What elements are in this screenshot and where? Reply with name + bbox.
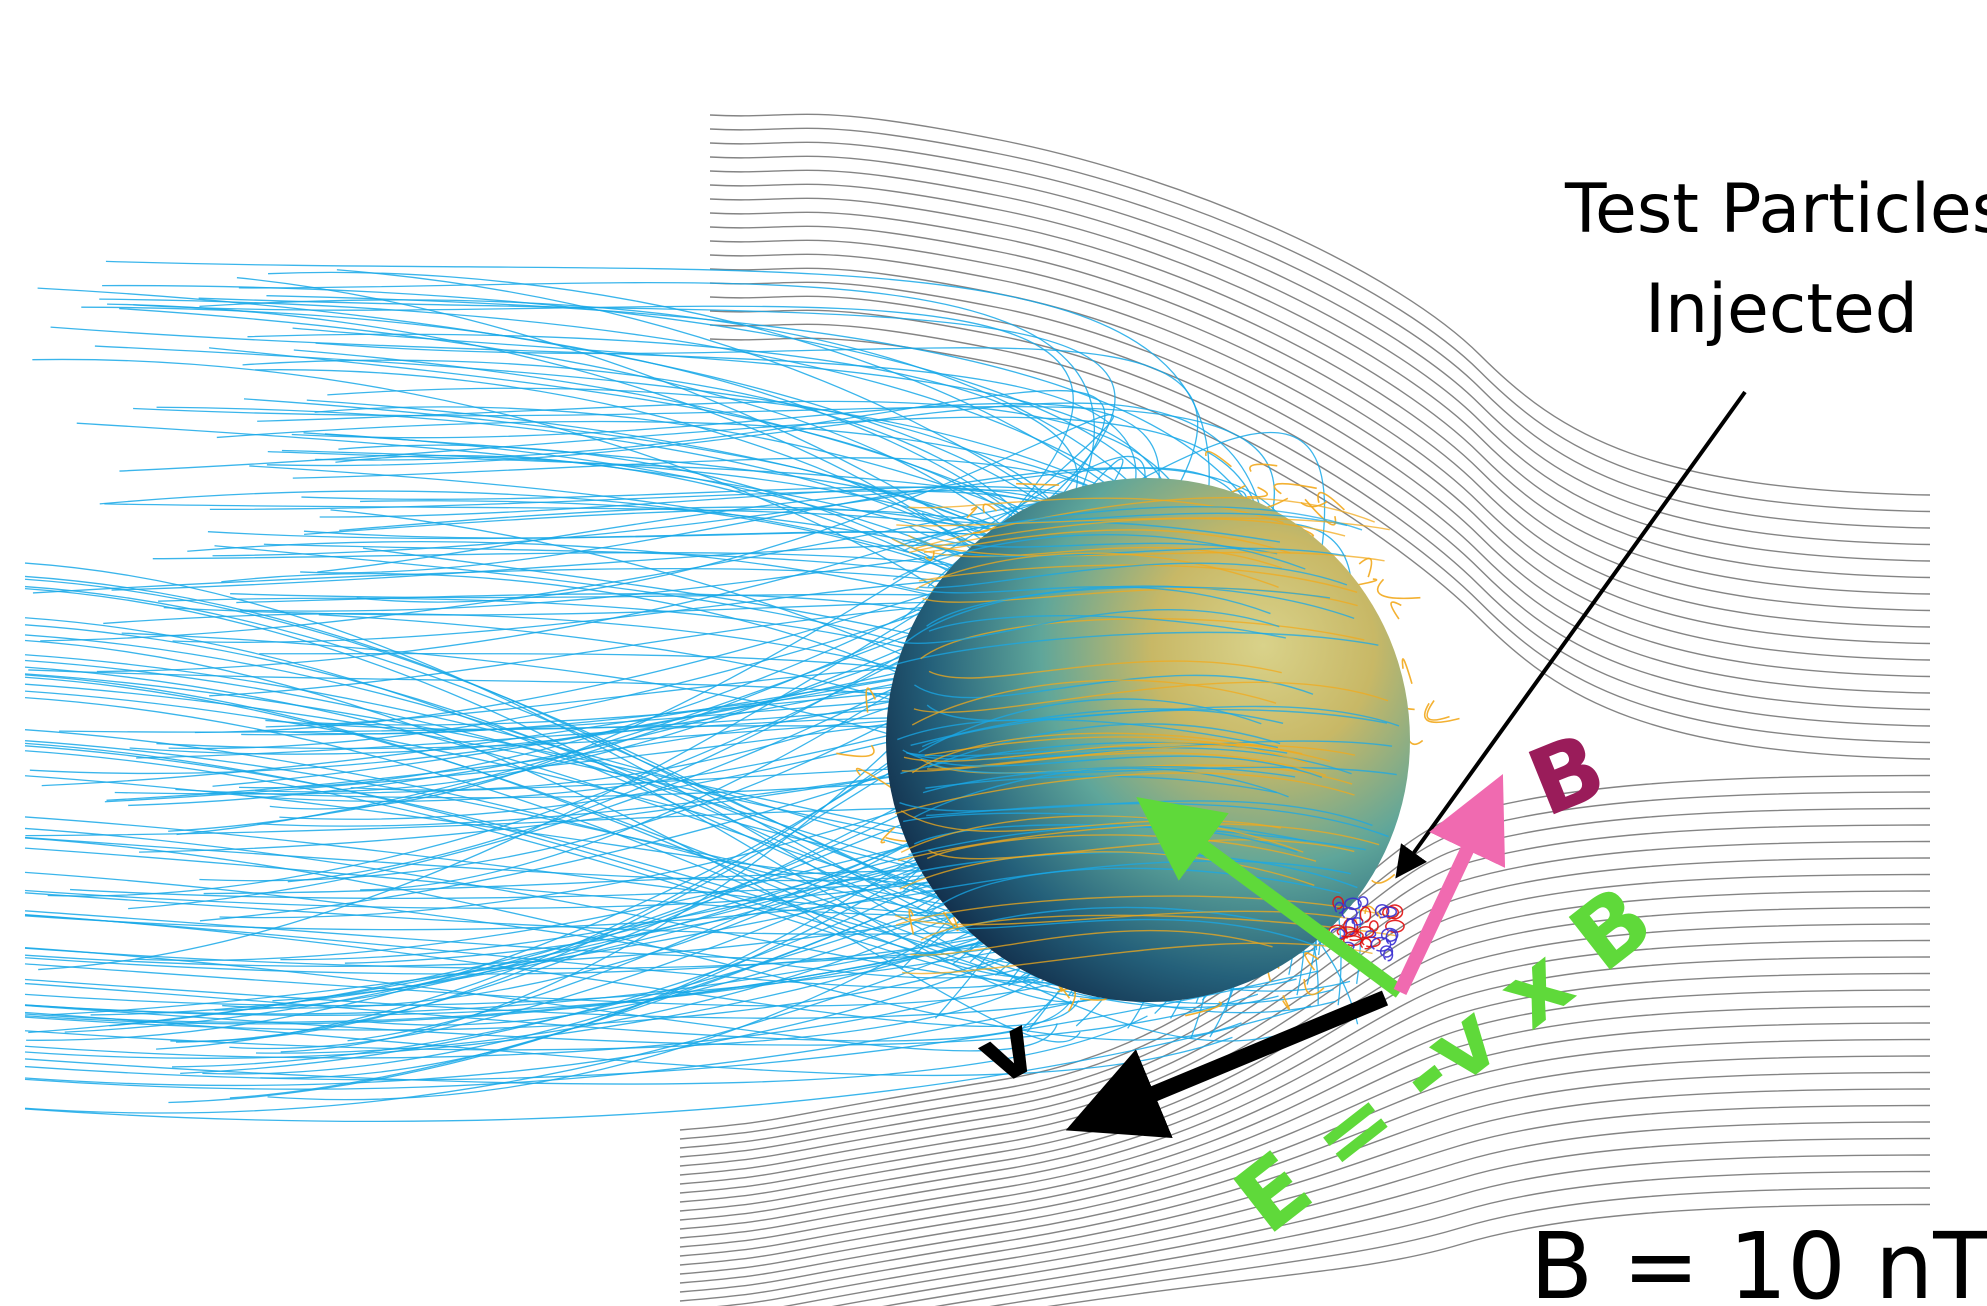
planet-sphere — [886, 478, 1410, 1002]
annotation-line-1: Test Particles — [1564, 170, 1987, 249]
b-vector-label: B — [1514, 712, 1619, 837]
annotation-line-2: Injected — [1645, 270, 1918, 349]
velocity-arrow — [1065, 990, 1389, 1138]
injected-particles-cluster — [1327, 896, 1405, 962]
particle-tracks-over-planet — [891, 497, 1400, 975]
b-field-arrow — [1393, 774, 1506, 995]
e-field-arrow — [1136, 797, 1405, 998]
field-strength-label: B = 10 nT — [1530, 1213, 1987, 1306]
